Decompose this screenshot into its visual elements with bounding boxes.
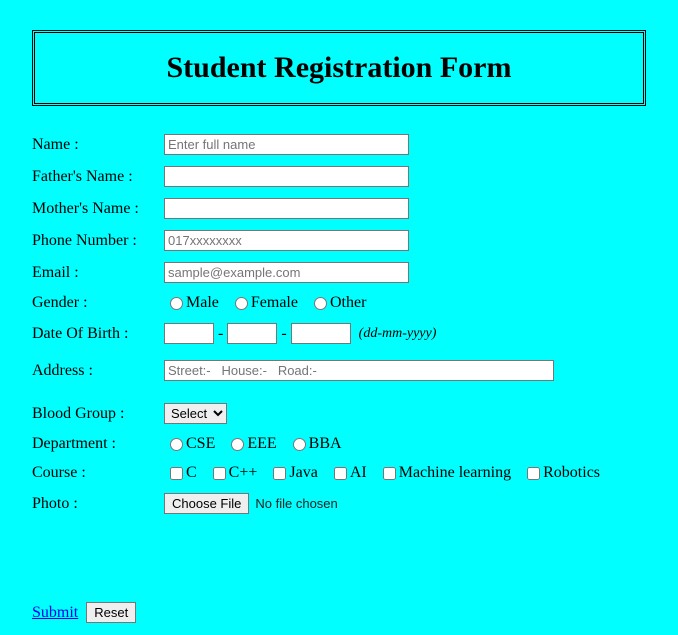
gender-other-option[interactable]: Other [308,294,366,312]
course-robotics-checkbox[interactable] [527,467,540,480]
dept-cse-label: CSE [186,435,215,453]
course-robotics-option[interactable]: Robotics [521,464,600,482]
gender-female-radio[interactable] [235,297,248,310]
dob-year-input[interactable] [291,323,351,344]
dept-bba-radio[interactable] [293,438,306,451]
dept-cse-option[interactable]: CSE [164,435,215,453]
row-phone: Phone Number : [32,230,646,251]
photo-file-input[interactable]: Choose File No file chosen [164,493,338,514]
mother-input[interactable] [164,198,409,219]
gender-female-option[interactable]: Female [229,294,298,312]
label-blood: Blood Group : [32,405,164,423]
course-c-checkbox[interactable] [170,467,183,480]
gender-male-label: Male [186,294,219,312]
dept-eee-radio[interactable] [231,438,244,451]
dept-eee-option[interactable]: EEE [225,435,276,453]
label-gender: Gender : [32,294,164,312]
course-ml-option[interactable]: Machine learning [377,464,511,482]
row-department: Department : CSE EEE BBA [32,435,646,453]
page-title: Student Registration Form [45,51,633,85]
gender-other-radio[interactable] [314,297,327,310]
label-father: Father's Name : [32,168,164,186]
course-java-label: Java [289,464,317,482]
course-robotics-label: Robotics [543,464,600,482]
name-input[interactable] [164,134,409,155]
dept-eee-label: EEE [247,435,276,453]
gender-female-label: Female [251,294,298,312]
course-ai-option[interactable]: AI [328,464,367,482]
course-java-option[interactable]: Java [267,464,317,482]
course-cpp-option[interactable]: C++ [207,464,258,482]
course-c-label: C [186,464,197,482]
course-cpp-checkbox[interactable] [213,467,226,480]
dob-month-input[interactable] [227,323,277,344]
reset-button[interactable]: Reset [86,602,136,623]
course-ml-label: Machine learning [399,464,511,482]
dept-bba-option[interactable]: BBA [287,435,342,453]
course-cpp-label: C++ [229,464,258,482]
blood-select[interactable]: Select [164,403,227,424]
dob-hint: (dd-mm-yyyy) [359,326,437,342]
label-photo: Photo : [32,495,164,513]
father-input[interactable] [164,166,409,187]
label-course: Course : [32,464,164,482]
dob-sep-2: - [281,325,286,343]
row-course: Course : C C++ Java AI Machine learning [32,464,646,482]
label-name: Name : [32,136,164,154]
submit-link[interactable]: Submit [32,604,78,621]
row-email: Email : [32,262,646,283]
label-dob: Date Of Birth : [32,325,164,343]
choose-file-button[interactable]: Choose File [164,493,249,514]
row-blood: Blood Group : Select [32,403,646,424]
course-java-checkbox[interactable] [273,467,286,480]
row-gender: Gender : Male Female Other [32,294,646,312]
address-input[interactable] [164,360,554,381]
gender-male-radio[interactable] [170,297,183,310]
row-address: Address : [32,360,646,381]
label-email: Email : [32,264,164,282]
email-input[interactable] [164,262,409,283]
course-ml-checkbox[interactable] [383,467,396,480]
gender-other-label: Other [330,294,366,312]
dob-day-input[interactable] [164,323,214,344]
label-department: Department : [32,435,164,453]
dept-cse-radio[interactable] [170,438,183,451]
row-dob: Date Of Birth : - - (dd-mm-yyyy) [32,323,646,344]
course-ai-checkbox[interactable] [334,467,347,480]
file-status-text: No file chosen [255,496,337,511]
dept-bba-label: BBA [309,435,342,453]
title-frame: Student Registration Form [32,30,646,106]
course-c-option[interactable]: C [164,464,197,482]
registration-page: Student Registration Form Name : Father'… [0,0,678,635]
dob-sep-1: - [218,325,223,343]
course-ai-label: AI [350,464,367,482]
row-name: Name : [32,134,646,155]
label-phone: Phone Number : [32,232,164,250]
row-photo: Photo : Choose File No file chosen [32,493,646,514]
row-mother: Mother's Name : [32,198,646,219]
form-actions: Submit Reset [32,602,136,623]
label-address: Address : [32,362,164,380]
row-father: Father's Name : [32,166,646,187]
label-mother: Mother's Name : [32,200,164,218]
phone-input[interactable] [164,230,409,251]
gender-male-option[interactable]: Male [164,294,219,312]
